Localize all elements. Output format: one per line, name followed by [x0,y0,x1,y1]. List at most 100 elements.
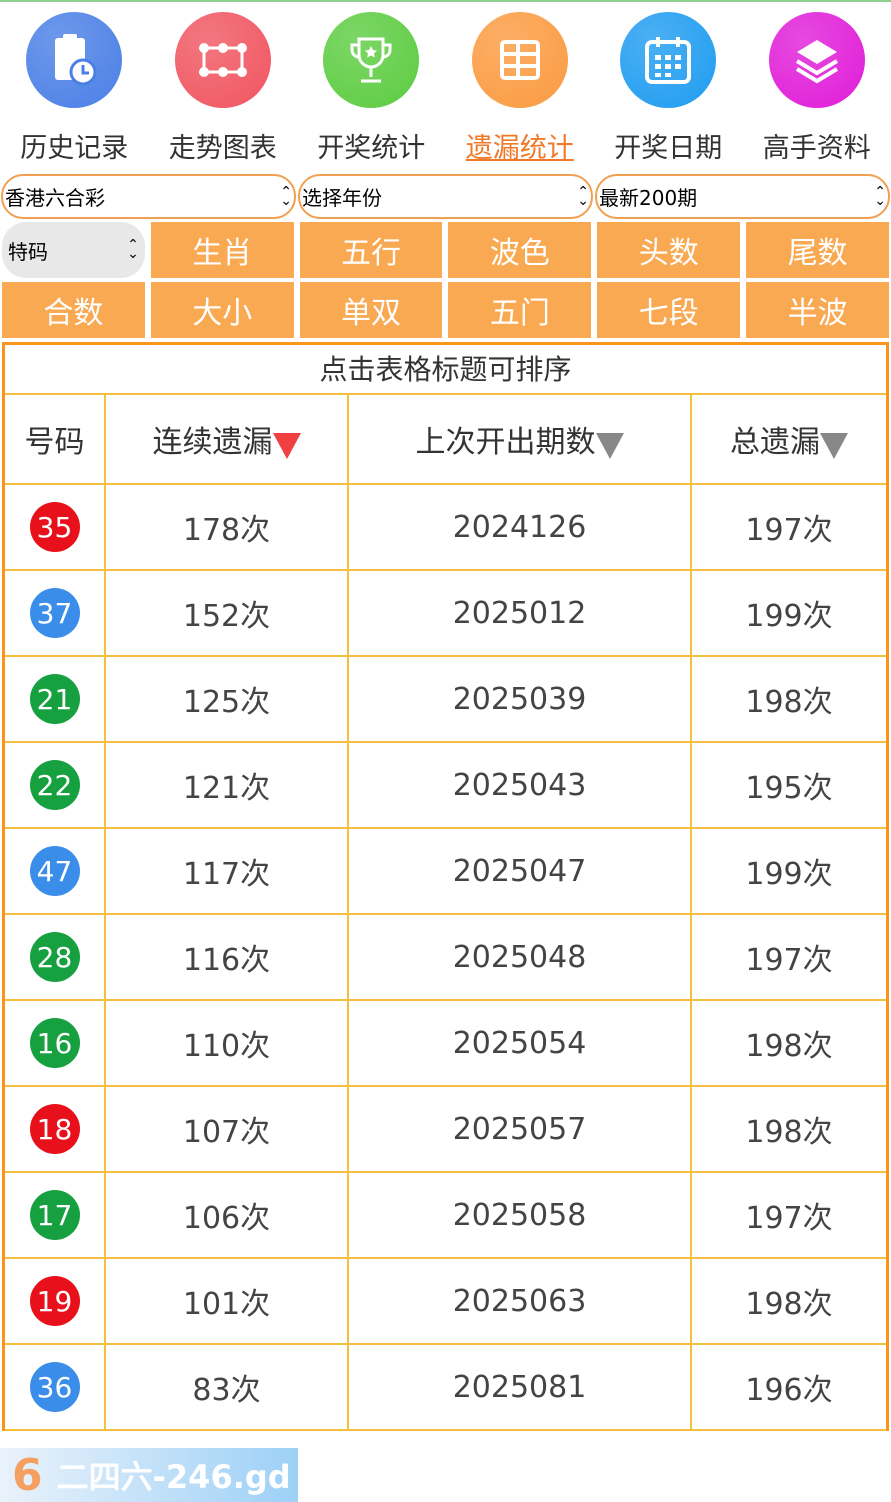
consecutive-miss: 83次 [192,1365,260,1409]
chevron-updown-icon: ⌃⌄ [577,188,589,206]
total-miss: 198次 [745,1107,832,1151]
total-miss: 197次 [745,935,832,979]
nav-item-2[interactable]: 开奖统计 [297,2,446,174]
total-miss: 198次 [745,677,832,721]
total-miss: 198次 [745,1021,832,1065]
last-period: 2025039 [453,682,587,717]
sort-desc-icon [273,433,301,459]
chevron-updown-icon: ⌃⌄ [874,188,886,206]
clipboard-clock-icon [26,12,122,108]
header-consecutive-miss[interactable]: 连续遗漏 [106,395,349,483]
trend-chart-icon [175,12,271,108]
category-button[interactable]: 五门 [448,282,591,338]
category-button[interactable]: 头数 [597,222,740,278]
consecutive-miss: 110次 [183,1021,270,1065]
table-row: 16 110次 2025054 198次 [5,1001,886,1087]
header-last-period[interactable]: 上次开出期数 [349,395,692,483]
table-row: 22 121次 2025043 195次 [5,743,886,829]
category-button[interactable]: 七段 [597,282,740,338]
nav-label: 遗漏统计 [466,126,574,165]
nav-item-0[interactable]: 历史记录 [0,2,149,174]
table-row: 36 83次 2025081 196次 [5,1345,886,1431]
number-ball: 36 [30,1362,80,1412]
last-period: 2025047 [453,854,587,889]
last-period: 2025058 [453,1198,587,1233]
year-select[interactable]: 选择年份⌃⌄ [298,174,593,219]
header-total-miss[interactable]: 总遗漏 [692,395,886,483]
category-buttons: 特码⌃⌄ 生肖五行波色头数尾数合数大小单双五门七段半波 [0,219,891,338]
nav-label: 开奖统计 [317,126,425,165]
category-button[interactable]: 五行 [300,222,443,278]
nav-item-4[interactable]: 开奖日期 [594,2,743,174]
number-ball: 18 [30,1104,80,1154]
table-header: 号码 连续遗漏 上次开出期数 总遗漏 [5,395,886,485]
table-row: 17 106次 2025058 197次 [5,1173,886,1259]
total-miss: 199次 [745,591,832,635]
category-button[interactable]: 尾数 [746,222,889,278]
consecutive-miss: 121次 [183,763,270,807]
omission-table: 点击表格标题可排序 号码 连续遗漏 上次开出期数 总遗漏 35 178次 20241… [2,342,889,1431]
number-ball: 35 [30,502,80,552]
table-row: 21 125次 2025039 198次 [5,657,886,743]
category-button[interactable]: 半波 [746,282,889,338]
total-miss: 197次 [745,1193,832,1237]
table-row: 35 178次 2024126 197次 [5,485,886,571]
header-number[interactable]: 号码 [5,395,106,483]
nav-label: 高手资料 [763,126,871,165]
filter-selects: 香港六合彩⌃⌄ 选择年份⌃⌄ 最新200期⌃⌄ [0,174,891,219]
table-row: 19 101次 2025063 198次 [5,1259,886,1345]
last-period: 2025043 [453,768,587,803]
total-miss: 195次 [745,763,832,807]
number-ball: 47 [30,846,80,896]
table-caption: 点击表格标题可排序 [5,345,886,395]
category-button[interactable]: 生肖 [151,222,294,278]
nav-item-1[interactable]: 走势图表 [149,2,298,174]
consecutive-miss: 117次 [183,849,270,893]
table-icon [472,12,568,108]
last-period: 2025057 [453,1112,587,1147]
category-button[interactable]: 单双 [300,282,443,338]
number-ball: 21 [30,674,80,724]
nav-label: 走势图表 [169,126,277,165]
last-period: 2024126 [453,510,587,545]
consecutive-miss: 125次 [183,677,270,721]
number-ball: 19 [30,1276,80,1326]
category-button[interactable]: 波色 [448,222,591,278]
chevron-updown-icon: ⌃⌄ [127,241,139,259]
layers-icon [769,12,865,108]
nav-item-5[interactable]: 高手资料 [743,2,891,174]
total-miss: 197次 [745,505,832,549]
type-select[interactable]: 特码⌃⌄ [2,222,145,278]
last-period: 2025081 [453,1370,587,1405]
top-nav: 历史记录 走势图表 开奖统计 遗漏统计开奖日期高手资料 [0,2,891,174]
number-ball: 17 [30,1190,80,1240]
category-button[interactable]: 合数 [2,282,145,338]
nav-label: 历史记录 [20,126,128,165]
lottery-select[interactable]: 香港六合彩⌃⌄ [1,174,296,219]
number-ball: 28 [30,932,80,982]
number-ball: 16 [30,1018,80,1068]
number-ball: 22 [30,760,80,810]
consecutive-miss: 106次 [183,1193,270,1237]
consecutive-miss: 101次 [183,1279,270,1323]
last-period: 2025063 [453,1284,587,1319]
consecutive-miss: 178次 [183,505,270,549]
last-period: 2025054 [453,1026,587,1061]
consecutive-miss: 116次 [183,935,270,979]
nav-item-3[interactable]: 遗漏统计 [446,2,595,174]
calendar-icon [620,12,716,108]
total-miss: 196次 [745,1365,832,1409]
number-ball: 37 [30,588,80,638]
period-select[interactable]: 最新200期⌃⌄ [595,174,890,219]
table-row: 47 117次 2025047 199次 [5,829,886,915]
total-miss: 199次 [745,849,832,893]
consecutive-miss: 152次 [183,591,270,635]
trophy-icon [323,12,419,108]
total-miss: 198次 [745,1279,832,1323]
sort-icon [820,433,848,459]
category-button[interactable]: 大小 [151,282,294,338]
